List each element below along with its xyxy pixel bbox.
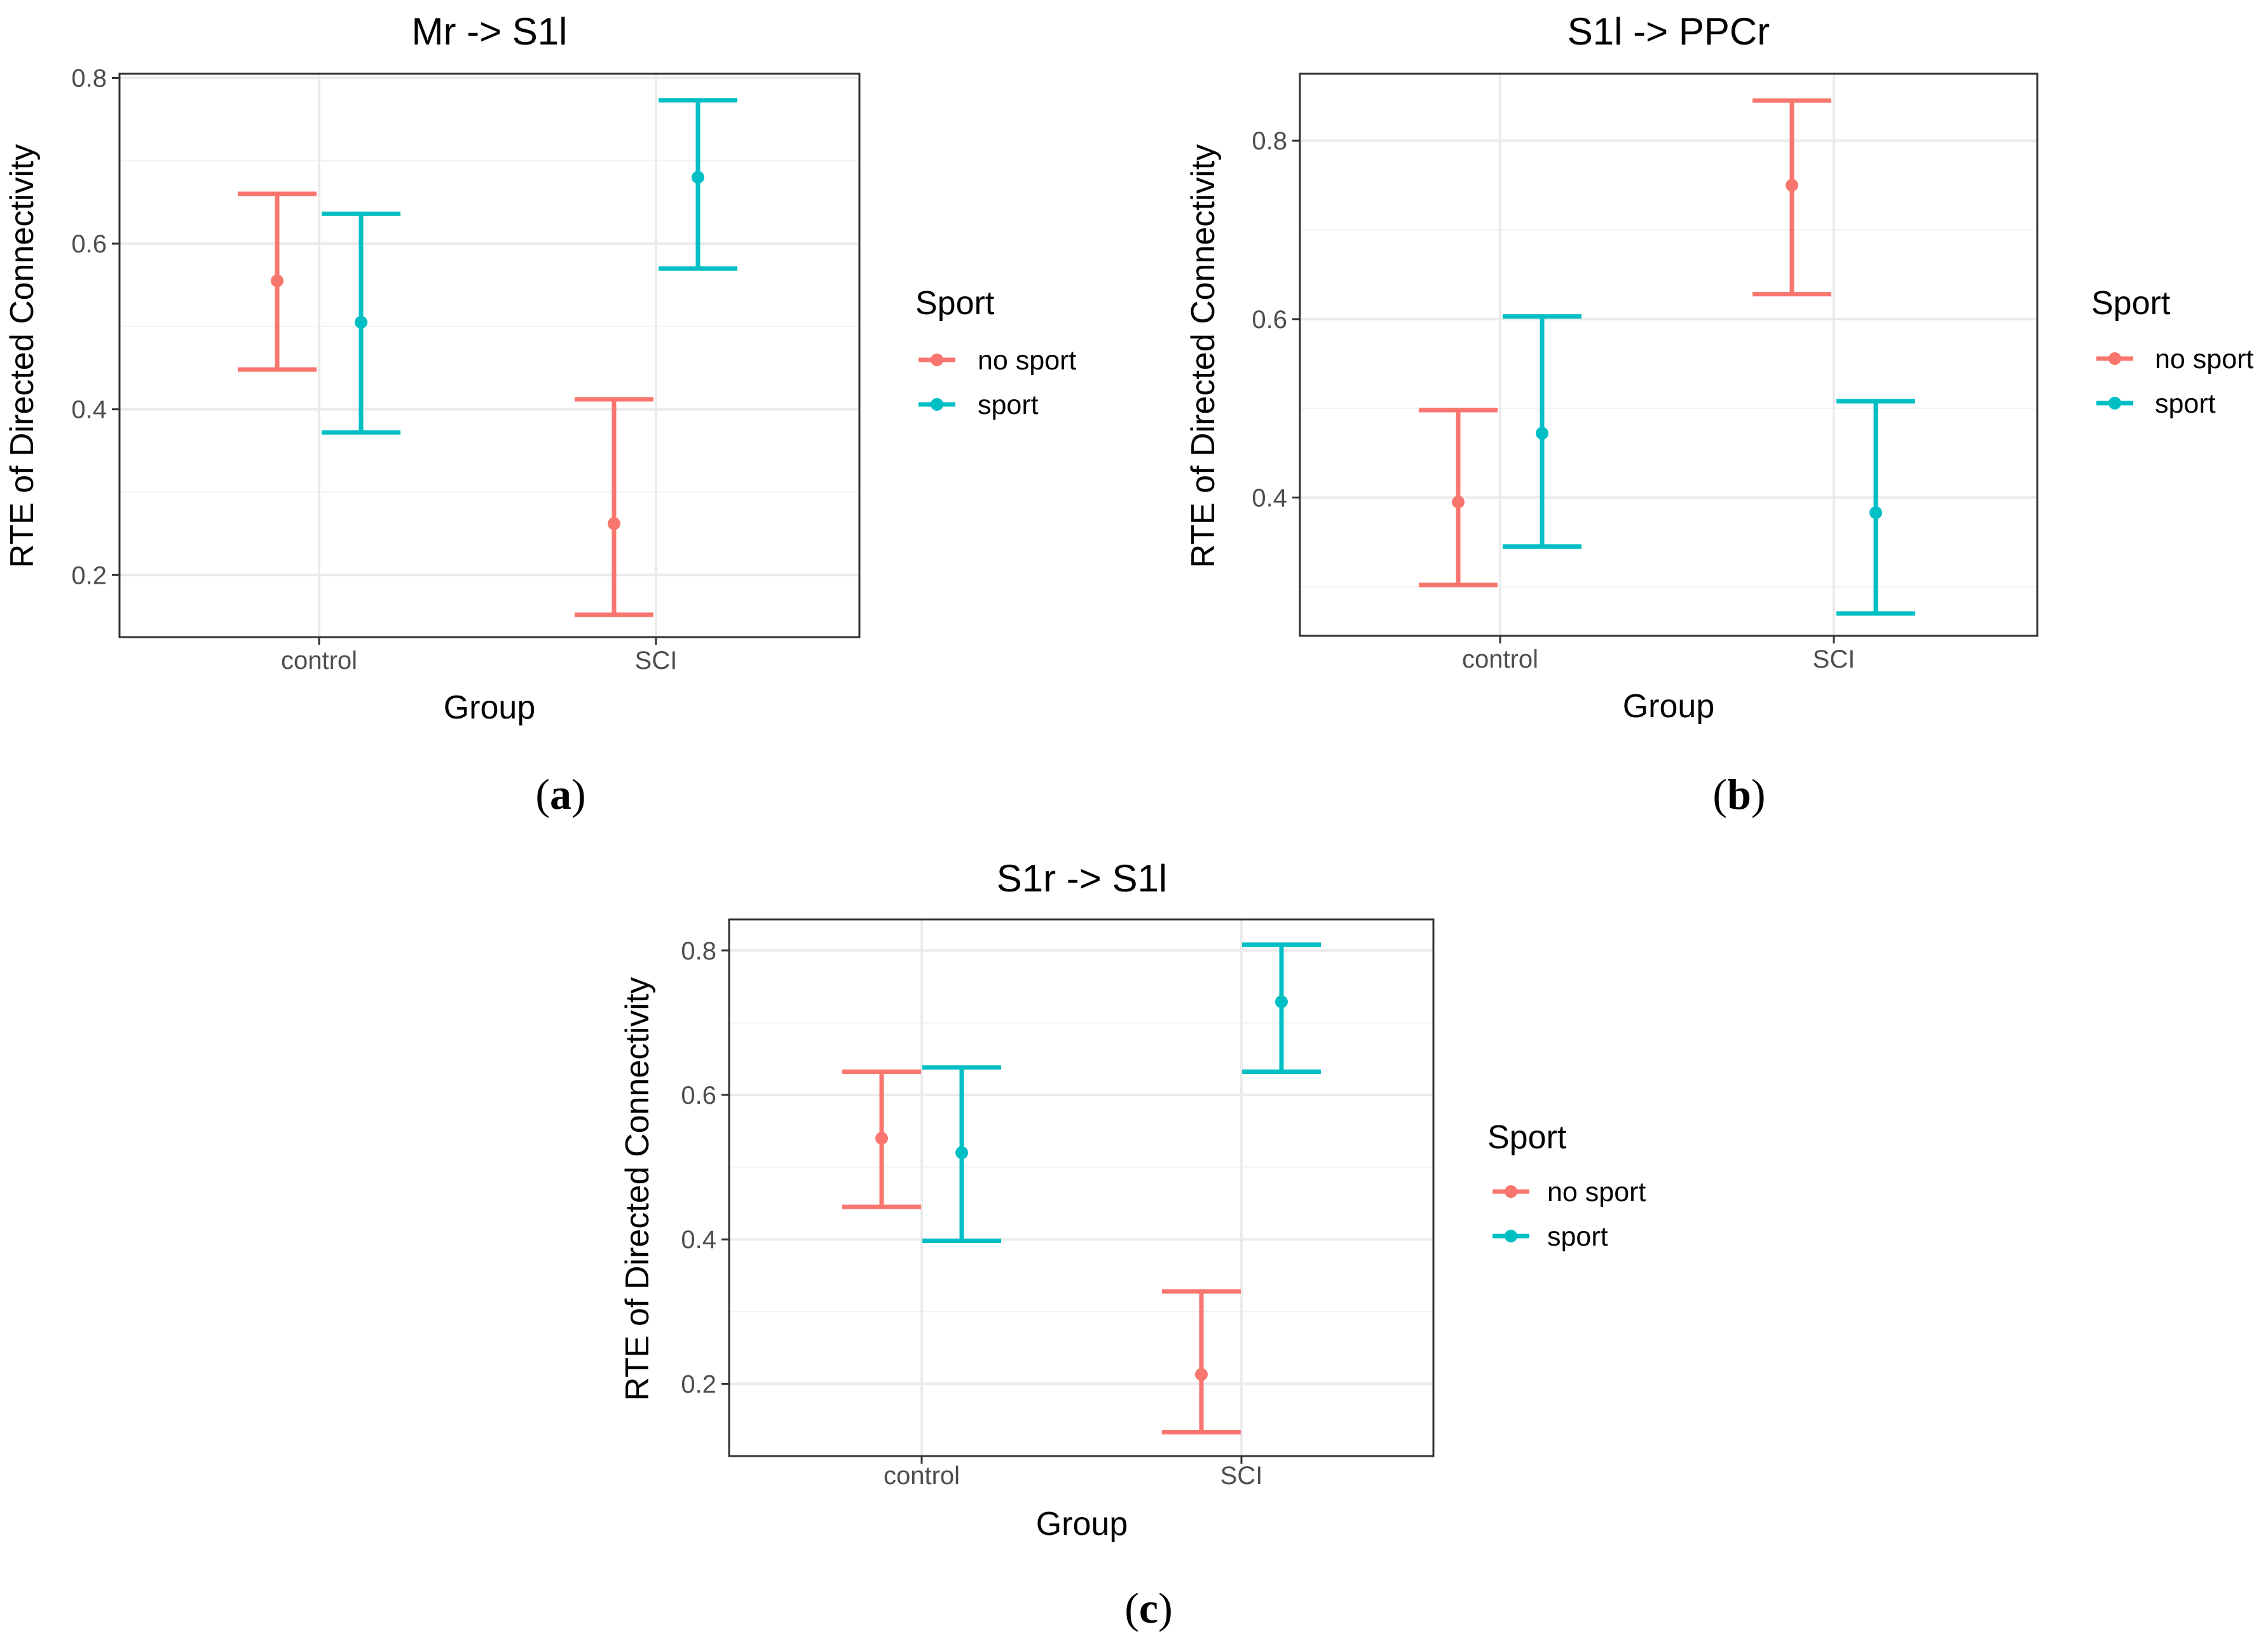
legend: Sport no sport sport [1487, 1119, 1646, 1252]
panel-caption-a: (a) [535, 770, 586, 818]
y-axis-label: RTE of Directed Connectivity [4, 144, 41, 568]
x-tick-label: SCI [635, 647, 678, 675]
y-tick-label: 0.4 [71, 396, 107, 424]
mean-point [355, 315, 367, 329]
y-tick-label: 0.8 [1252, 127, 1287, 155]
y-tick-label: 0.8 [681, 937, 716, 965]
plot-border [1299, 72, 2039, 637]
legend-key-point [1505, 1230, 1517, 1242]
chart-title: S1l -> PPCr [1568, 10, 1770, 53]
y-tick-label: 0.4 [1252, 485, 1287, 512]
errorbar-sport-control [1503, 314, 1581, 549]
y-tick-label: 0.2 [71, 561, 107, 589]
errorbar-sport-control [322, 211, 400, 435]
panel-caption-c: (c) [1124, 1584, 1173, 1632]
legend-title: Sport [2091, 285, 2171, 322]
errorbar-no-sport-control [1419, 408, 1498, 588]
x-tick-label: SCI [1220, 1462, 1263, 1490]
legend-key-point [931, 354, 943, 366]
x-tick-label: SCI [1813, 645, 1855, 673]
y-axis-label: RTE of Directed Connectivity [619, 977, 656, 1401]
x-axis-label: Group [1623, 688, 1715, 725]
plot-border [728, 918, 1435, 1457]
legend-label: no sport [978, 345, 1076, 376]
y-tick-label: 0.2 [681, 1370, 716, 1398]
plot-border [118, 72, 861, 638]
errorbar-sport-SCI [1242, 942, 1321, 1075]
mean-point [1536, 427, 1548, 440]
mean-point [955, 1146, 968, 1159]
y-tick-label: 0.4 [681, 1226, 716, 1254]
legend-label: sport [978, 390, 1039, 420]
mean-point [1869, 506, 1882, 519]
legend-key-point [1505, 1185, 1517, 1198]
mean-point [1275, 995, 1288, 1008]
errorbar-no-sport-SCI [575, 397, 653, 617]
errorbar-no-sport-SCI [1162, 1289, 1241, 1435]
mean-point [1786, 179, 1798, 192]
errorbar-no-sport-control [238, 191, 317, 372]
errorbar-sport-SCI [1836, 399, 1915, 616]
mean-point [1452, 495, 1465, 509]
legend: Sport no sport sport [2091, 285, 2253, 419]
errorbar-sport-SCI [659, 98, 737, 271]
legend-label: sport [1547, 1221, 1608, 1252]
x-axis-label: Group [444, 689, 536, 726]
mean-point [271, 274, 284, 287]
legend-label: sport [2155, 388, 2216, 419]
x-tick-label: control [1462, 645, 1538, 673]
legend-label: no sport [1547, 1177, 1646, 1207]
mean-point [608, 517, 620, 530]
chart-panel-c: 0.2 0.4 0.6 0.8 control SCI S1r -> S1l Group RTE… [619, 857, 1646, 1543]
legend-key-point [931, 398, 943, 411]
y-tick-label: 0.8 [71, 65, 107, 93]
legend-title: Sport [915, 285, 995, 322]
legend-label: no sport [2155, 344, 2253, 375]
chart-title: S1r -> S1l [997, 857, 1167, 900]
x-axis-label: Group [1036, 1506, 1128, 1543]
x-tick-label: control [884, 1462, 960, 1490]
errorbar-no-sport-SCI [1752, 98, 1831, 297]
y-tick-label: 0.6 [1252, 306, 1287, 334]
legend-key-point [2108, 352, 2121, 365]
mean-point [875, 1132, 888, 1145]
mean-point [692, 170, 704, 184]
legend-title: Sport [1487, 1119, 1567, 1156]
chart-title: Mr -> S1l [411, 10, 567, 53]
panel-caption-b: (b) [1712, 770, 1766, 818]
y-axis-label: RTE of Directed Connectivity [1185, 144, 1222, 568]
mean-point [1195, 1368, 1208, 1381]
chart-panel-b: 0.4 0.6 0.8 control SCI S1l -> PPCr Group RTE o… [1185, 10, 2253, 725]
errorbar-sport-control [922, 1065, 1001, 1243]
y-tick-label: 0.6 [681, 1082, 716, 1110]
x-tick-label: control [281, 647, 357, 675]
chart-panel-a: 0.2 0.4 0.6 0.8 control SCI Mr -> S1l Group RTE … [4, 10, 1076, 726]
legend: Sport no sport sport [915, 285, 1076, 420]
legend-key-point [2108, 397, 2121, 409]
errorbar-no-sport-control [842, 1069, 921, 1209]
y-tick-label: 0.6 [71, 230, 107, 258]
